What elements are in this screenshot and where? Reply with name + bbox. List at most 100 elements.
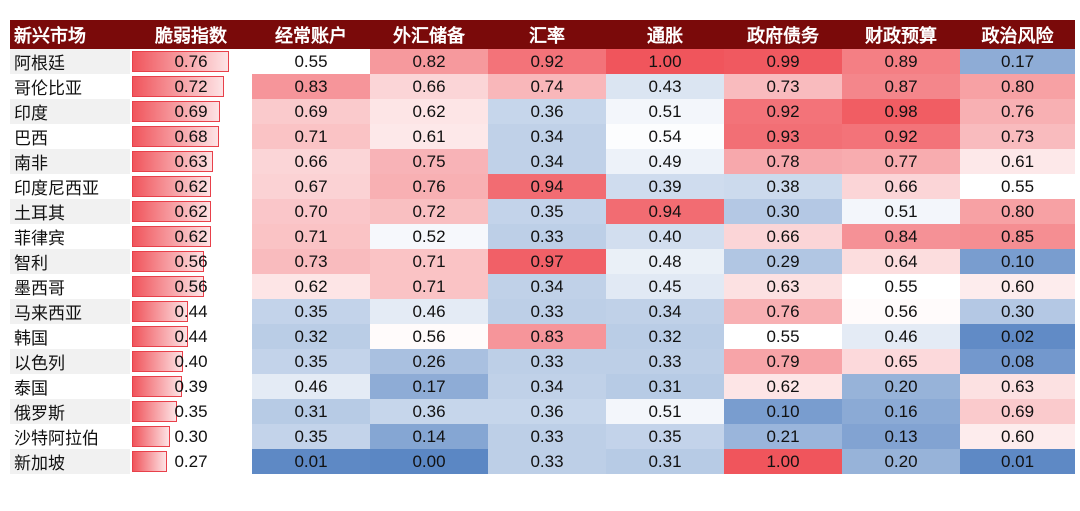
fragility-bar (132, 376, 182, 397)
fragility-bar (132, 326, 189, 347)
inflation-cell: 0.54 (606, 124, 724, 149)
fiscal-budget-cell: 0.66 (842, 174, 960, 199)
table-row: 哥伦比亚 0.72 0.83 0.66 0.74 0.43 0.73 0.87 0.80 (10, 74, 1075, 99)
fragility-bar (132, 51, 230, 72)
government-debt-cell: 0.99 (724, 49, 842, 74)
exchange-rate-cell: 0.34 (488, 374, 606, 399)
fx-reserves-cell: 0.71 (370, 249, 488, 274)
country-label: 俄罗斯 (10, 399, 130, 424)
fragility-bar (132, 276, 204, 297)
government-debt-cell: 0.29 (724, 249, 842, 274)
political-risk-cell: 0.10 (960, 249, 1075, 274)
exchange-rate-cell: 0.94 (488, 174, 606, 199)
header-fiscal-budget: 财政预算 (842, 20, 960, 49)
fiscal-budget-cell: 0.89 (842, 49, 960, 74)
political-risk-cell: 0.30 (960, 299, 1075, 324)
exchange-rate-cell: 0.83 (488, 324, 606, 349)
current-account-cell: 0.73 (252, 249, 370, 274)
inflation-cell: 0.31 (606, 374, 724, 399)
country-label: 以色列 (10, 349, 130, 374)
inflation-cell: 0.31 (606, 449, 724, 474)
current-account-cell: 0.62 (252, 274, 370, 299)
political-risk-cell: 0.01 (960, 449, 1075, 474)
political-risk-cell: 0.73 (960, 124, 1075, 149)
current-account-cell: 0.71 (252, 124, 370, 149)
fragility-bar (132, 126, 220, 147)
fragility-value: 0.62 (174, 226, 208, 246)
government-debt-cell: 0.93 (724, 124, 842, 149)
fx-reserves-cell: 0.71 (370, 274, 488, 299)
fragility-value: 0.39 (174, 376, 208, 396)
current-account-cell: 0.70 (252, 199, 370, 224)
table-row: 以色列 0.40 0.35 0.26 0.33 0.33 0.79 0.65 0.08 (10, 349, 1075, 374)
political-risk-cell: 0.63 (960, 374, 1075, 399)
fx-reserves-cell: 0.52 (370, 224, 488, 249)
current-account-cell: 0.35 (252, 424, 370, 449)
exchange-rate-cell: 0.34 (488, 124, 606, 149)
current-account-cell: 0.46 (252, 374, 370, 399)
inflation-cell: 0.32 (606, 324, 724, 349)
fx-reserves-cell: 0.62 (370, 99, 488, 124)
header-row: 新兴市场 脆弱指数 经常账户 外汇储备 汇率 通胀 政府债务 财政预算 政治风险 (10, 20, 1075, 49)
country-label: 泰国 (14, 379, 48, 399)
country-label: 智利 (10, 249, 130, 274)
fragility-index-cell: 0.63 (130, 149, 252, 174)
fragility-value: 0.62 (174, 201, 208, 221)
fragility-index-cell: 0.30 (130, 424, 252, 449)
government-debt-cell: 0.78 (724, 149, 842, 174)
fx-reserves-cell: 0.17 (370, 374, 488, 399)
exchange-rate-cell: 0.92 (488, 49, 606, 74)
fragility-index-cell: 0.76 (130, 49, 252, 74)
political-risk-cell: 0.60 (960, 274, 1075, 299)
fragility-value: 0.62 (174, 176, 208, 196)
fragility-value: 0.56 (174, 276, 208, 296)
fiscal-budget-cell: 0.92 (842, 124, 960, 149)
current-account-cell: 0.35 (252, 299, 370, 324)
government-debt-cell: 0.38 (724, 174, 842, 199)
fragility-value: 0.76 (174, 51, 208, 71)
fragility-bar (132, 76, 225, 97)
current-account-cell: 0.32 (252, 324, 370, 349)
fx-reserves-cell: 0.76 (370, 174, 488, 199)
current-account-cell: 0.83 (252, 74, 370, 99)
inflation-cell: 0.51 (606, 399, 724, 424)
country-label: 阿根廷 (10, 49, 130, 74)
government-debt-cell: 0.76 (724, 299, 842, 324)
fragility-value: 0.44 (174, 301, 208, 321)
government-debt-cell: 0.62 (724, 374, 842, 399)
fragility-value: 0.69 (174, 101, 208, 121)
current-account-cell: 0.69 (252, 99, 370, 124)
table-row: 阿根廷 0.76 0.55 0.82 0.92 1.00 0.99 0.89 0.17 (10, 49, 1075, 74)
political-risk-cell: 0.80 (960, 74, 1075, 99)
fx-reserves-cell: 0.00 (370, 449, 488, 474)
current-account-cell: 0.66 (252, 149, 370, 174)
fragility-bar (132, 201, 212, 222)
inflation-cell: 0.51 (606, 99, 724, 124)
fragility-value: 0.72 (174, 76, 208, 96)
country-label: 土耳其 (10, 199, 130, 224)
fragility-index-cell: 0.35 (130, 399, 252, 424)
fiscal-budget-cell: 0.13 (842, 424, 960, 449)
inflation-cell: 0.39 (606, 174, 724, 199)
fx-reserves-cell: 0.82 (370, 49, 488, 74)
fx-reserves-cell: 0.56 (370, 324, 488, 349)
header-inflation: 通胀 (606, 20, 724, 49)
table-row: 土耳其 0.62 0.70 0.72 0.35 0.94 0.30 0.51 0.80 (10, 199, 1075, 224)
country-label: 印度 (10, 99, 130, 124)
table-row: 南非 0.63 0.66 0.75 0.34 0.49 0.78 0.77 0.61 (10, 149, 1075, 174)
header-fragility-index: 脆弱指数 (130, 20, 252, 49)
political-risk-cell: 0.69 (960, 399, 1075, 424)
fragility-bar (132, 426, 171, 447)
government-debt-cell: 0.73 (724, 74, 842, 99)
country-label: 南非 (10, 149, 130, 174)
exchange-rate-cell: 0.35 (488, 199, 606, 224)
exchange-rate-cell: 0.33 (488, 224, 606, 249)
current-account-cell: 0.01 (252, 449, 370, 474)
fragility-index-cell: 0.56 (130, 274, 252, 299)
inflation-cell: 0.33 (606, 349, 724, 374)
fragility-index-cell: 0.72 (130, 74, 252, 99)
fiscal-budget-cell: 0.87 (842, 74, 960, 99)
fragility-index-cell: 0.62 (130, 224, 252, 249)
fragility-value: 0.40 (174, 351, 208, 371)
current-account-cell: 0.71 (252, 224, 370, 249)
